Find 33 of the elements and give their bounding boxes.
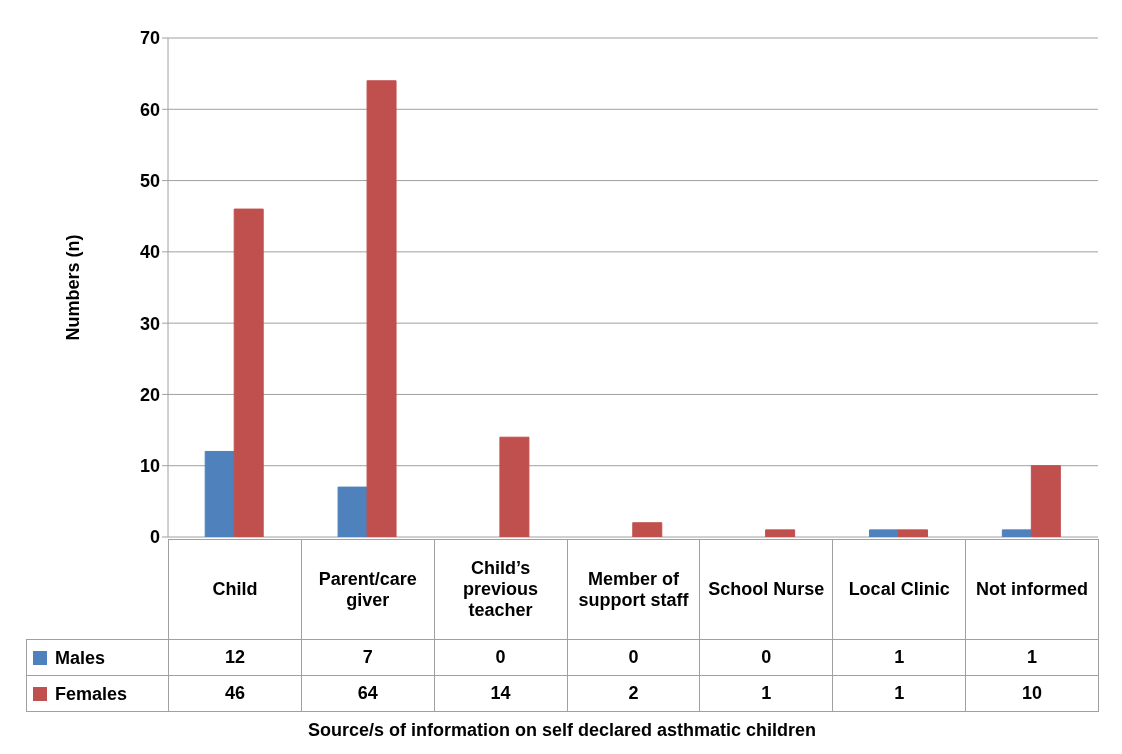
source-note: Source/s of information on self declared asthmatic children xyxy=(306,720,818,741)
x-tick-label: Parent/care giver xyxy=(301,539,435,640)
data-label: 1 xyxy=(699,675,833,712)
data-label: 0 xyxy=(567,639,700,676)
data-label: 2 xyxy=(567,675,700,712)
legend-label: Females xyxy=(55,683,128,704)
data-label: 1 xyxy=(965,639,1099,676)
y-tick-label: 50 xyxy=(139,170,160,191)
y-tick-label: 20 xyxy=(139,384,160,405)
data-label: 0 xyxy=(434,639,568,676)
data-label: 1 xyxy=(832,675,966,712)
x-tick-label: Child’s previous teacher xyxy=(434,539,568,640)
x-tick-label: Not informed xyxy=(965,539,1099,640)
y-tick-label: 10 xyxy=(139,456,160,477)
data-label: 1 xyxy=(832,639,966,676)
x-tick-label: Member of support staff xyxy=(567,539,700,640)
y-tick-label: 0 xyxy=(149,527,160,548)
data-label: 7 xyxy=(301,639,435,676)
data-label: 14 xyxy=(434,675,568,712)
data-label: 10 xyxy=(965,675,1099,712)
data-label: 12 xyxy=(168,639,302,676)
data-label: 64 xyxy=(301,675,435,712)
x-tick-label: Local Clinic xyxy=(832,539,966,640)
data-label: 46 xyxy=(168,675,302,712)
legend-label: Males xyxy=(55,647,106,668)
x-tick-label: Child xyxy=(168,539,302,640)
x-tick-label: School Nurse xyxy=(699,539,833,640)
data-label: 0 xyxy=(699,639,833,676)
y-tick-label: 30 xyxy=(139,313,160,334)
y-tick-label: 40 xyxy=(139,242,160,263)
y-axis-title: Numbers (n) xyxy=(63,234,84,341)
y-tick-label: 70 xyxy=(139,28,160,49)
y-tick-label: 60 xyxy=(139,99,160,120)
